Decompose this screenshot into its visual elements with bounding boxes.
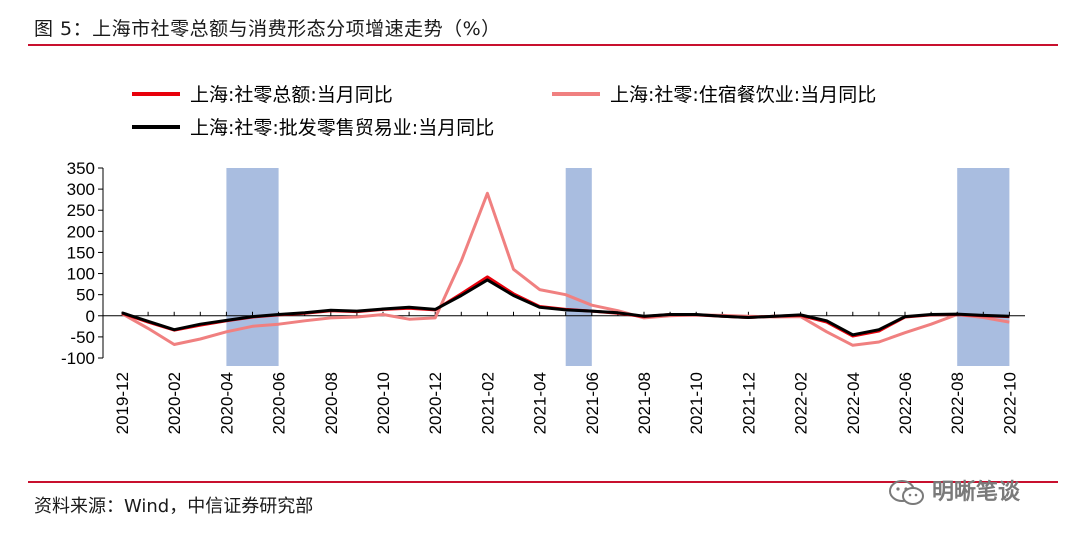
- x-tick-label: 2021-06: [583, 372, 602, 434]
- shaded-period-2: [957, 168, 1010, 366]
- x-tick-label: 2021-04: [531, 372, 550, 434]
- x-tick-label: 2022-02: [792, 372, 811, 434]
- x-tick-label: 2021-08: [635, 372, 654, 434]
- x-tick-label: 2020-06: [270, 372, 289, 434]
- x-tick-label: 2020-08: [322, 372, 341, 434]
- legend-label-1: 上海:社零:住宿餐饮业:当月同比: [610, 84, 876, 106]
- y-tick-label: 0: [86, 307, 95, 326]
- wechat-icon: [888, 479, 926, 507]
- x-tick-label: 2021-12: [739, 372, 758, 434]
- shaded-periods: [226, 168, 1010, 366]
- x-tick-label: 2020-10: [374, 372, 393, 434]
- y-tick-label: 200: [67, 222, 95, 241]
- legend-label-0: 上海:社零总额:当月同比: [190, 84, 393, 106]
- legend-label-2: 上海:社零:批发零售贸易业:当月同比: [190, 117, 494, 139]
- x-tick-label: 2022-06: [896, 372, 915, 434]
- footer-divider: [28, 481, 1058, 483]
- y-tick-label: 100: [67, 265, 95, 284]
- y-tick-label: -50: [70, 328, 95, 347]
- chart-axes: -100 -50 0 50 100 150 200 250 300 350 2019-12 2020-…: [61, 159, 1025, 434]
- watermark: 明晰笔谈: [888, 474, 1020, 507]
- x-tick-label: 2022-10: [1000, 372, 1019, 434]
- x-tick-label: 2022-08: [948, 372, 967, 434]
- y-tick-label: 350: [67, 159, 95, 178]
- source-note: 资料来源：Wind，中信证券研究部: [34, 496, 314, 517]
- chart-legend: 上海:社零总额:当月同比 上海:社零:住宿餐饮业:当月同比上海:社零:批发零售贸易…: [132, 84, 876, 139]
- y-tick-label: 250: [67, 201, 95, 220]
- title-divider: [28, 44, 1058, 46]
- y-tick-label: 300: [67, 180, 95, 199]
- x-tick-label: 2021-10: [687, 372, 706, 434]
- y-tick-label: 50: [76, 286, 95, 305]
- x-tick-label: 2019-12: [113, 372, 132, 434]
- x-tick-label: 2021-02: [478, 372, 497, 434]
- shaded-period-0: [226, 168, 279, 366]
- watermark-text: 明晰笔谈: [932, 480, 1021, 505]
- x-tick-label: 2020-12: [426, 372, 445, 434]
- y-tick-label: -100: [61, 349, 95, 368]
- x-tick-label: 2022-04: [844, 372, 863, 434]
- y-tick-label: 150: [67, 243, 95, 262]
- figure-title: 图 5：上海市社零总额与消费形态分项增速走势（%）: [34, 18, 501, 40]
- x-tick-label: 2020-04: [217, 372, 236, 434]
- chart-series: [121, 191, 1010, 347]
- shaded-period-1: [565, 168, 592, 366]
- line-chart: -100 -50 0 50 100 150 200 250 300 350 2019-12 2020-…: [61, 84, 1025, 434]
- series-line-1: [121, 191, 1010, 347]
- series-line-2: [121, 278, 1010, 337]
- x-tick-label: 2020-02: [165, 372, 184, 434]
